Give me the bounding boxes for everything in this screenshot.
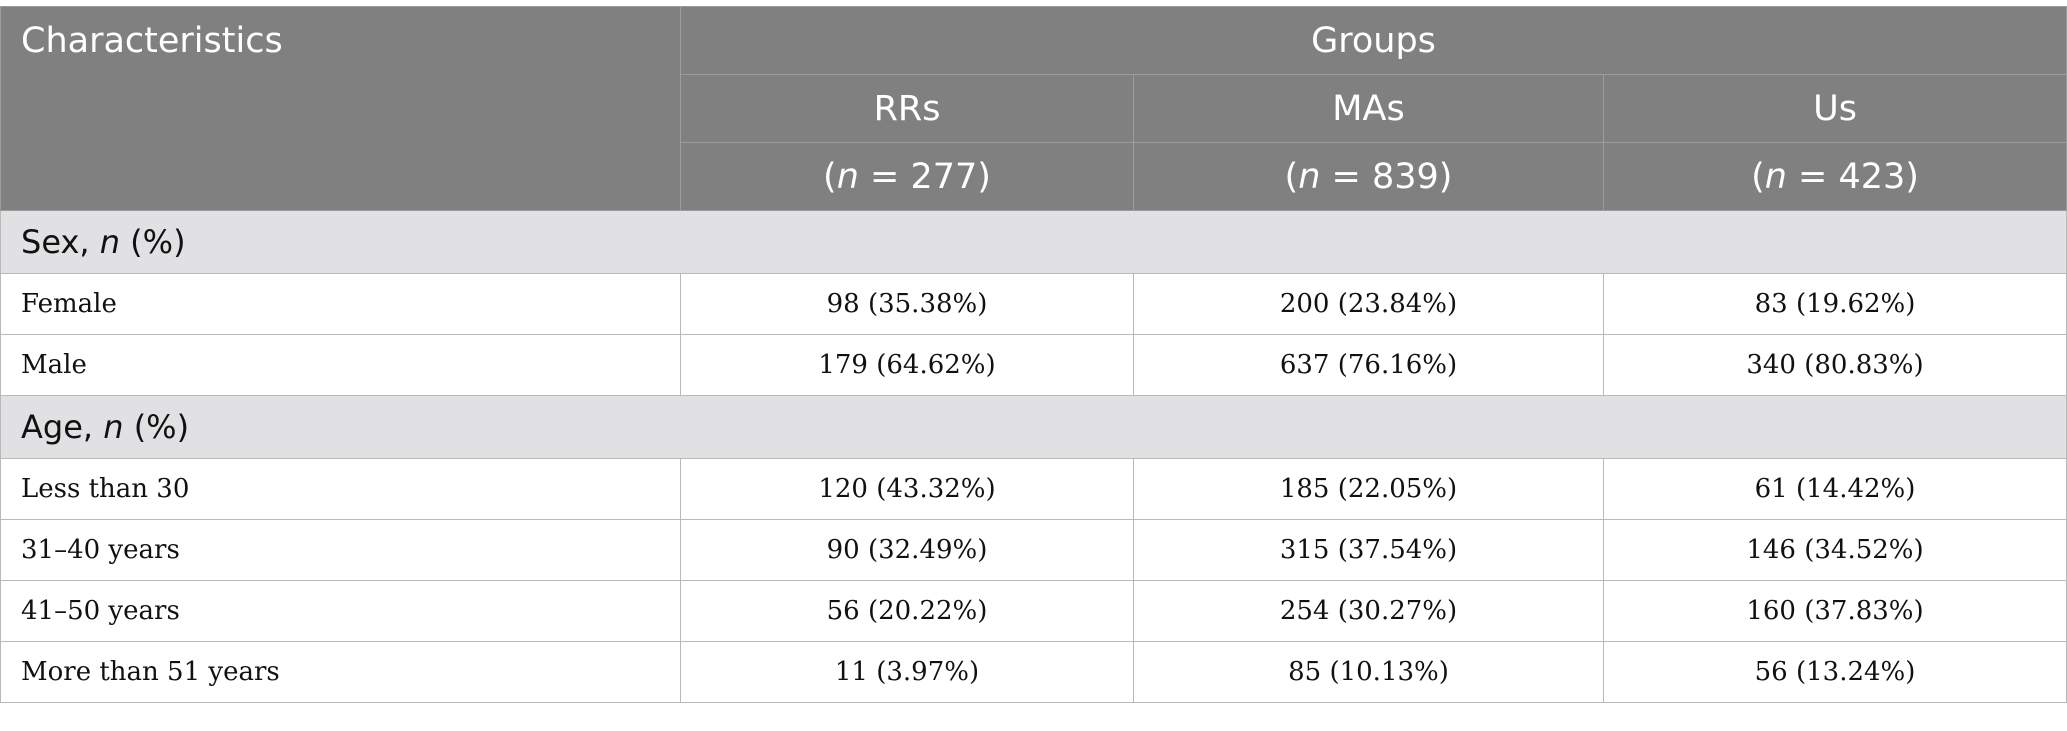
header-groups: Groups (679, 6, 2067, 75)
cell-mas: 85 (10.13%) (1133, 641, 1604, 703)
cell-mas: 200 (23.84%) (1133, 273, 1604, 335)
section-title-sex: Sex, n (%) (0, 210, 2067, 274)
cell-mas: 254 (30.27%) (1133, 580, 1604, 642)
header-row-groups: Characteristics Groups (0, 6, 2067, 211)
header-characteristics: Characteristics (0, 6, 681, 211)
cell-us: 160 (37.83%) (1602, 580, 2067, 642)
row-label: More than 51 years (0, 641, 681, 703)
row-label: Female (0, 273, 681, 335)
cell-rrs: 56 (20.22%) (680, 580, 1134, 642)
header-row-group-sizes: (n = 277) (n = 839) (n = 423) (1, 142, 2067, 211)
cell-mas: 185 (22.05%) (1133, 458, 1604, 520)
header-group-rrs: RRs (680, 74, 1134, 143)
header-n-mas: (n = 839) (1133, 142, 1604, 211)
table-row: Less than 30 120 (43.32%) 185 (22.05%) 6… (0, 458, 2067, 520)
header-n-us: (n = 423) (1602, 142, 2067, 211)
cell-us: 56 (13.24%) (1602, 641, 2067, 703)
table-row: 31–40 years 90 (32.49%) 315 (37.54%) 146… (0, 519, 2067, 581)
header-n-rrs: (n = 277) (680, 142, 1134, 211)
row-label: 41–50 years (0, 580, 681, 642)
cell-us: 146 (34.52%) (1602, 519, 2067, 581)
header-group-us: Us (1602, 74, 2067, 143)
cell-rrs: 120 (43.32%) (680, 458, 1134, 520)
cell-mas: 637 (76.16%) (1133, 334, 1604, 396)
cell-us: 61 (14.42%) (1602, 458, 2067, 520)
cell-us: 83 (19.62%) (1602, 273, 2067, 335)
row-label: Less than 30 (0, 458, 681, 520)
cell-us: 340 (80.83%) (1602, 334, 2067, 396)
section-title-age: Age, n (%) (0, 395, 2067, 459)
header-group-mas: MAs (1133, 74, 1604, 143)
cell-rrs: 90 (32.49%) (680, 519, 1134, 581)
header-row-group-names: RRs MAs Us (1, 74, 2067, 143)
section-row-age: Age, n (%) (0, 395, 2067, 459)
cell-rrs: 98 (35.38%) (680, 273, 1134, 335)
row-label: 31–40 years (0, 519, 681, 581)
table-row: More than 51 years 11 (3.97%) 85 (10.13%… (0, 641, 2067, 703)
table-row: 41–50 years 56 (20.22%) 254 (30.27%) 160… (0, 580, 2067, 642)
table-row: Male 179 (64.62%) 637 (76.16%) 340 (80.8… (0, 334, 2067, 396)
section-row-sex: Sex, n (%) (0, 210, 2067, 274)
cell-rrs: 179 (64.62%) (680, 334, 1134, 396)
cell-mas: 315 (37.54%) (1133, 519, 1604, 581)
characteristics-table-container: Characteristics Groups RRs MAs Us (n = 2… (0, 6, 2067, 703)
row-label: Male (0, 334, 681, 396)
table-row: Female 98 (35.38%) 200 (23.84%) 83 (19.6… (0, 273, 2067, 335)
characteristics-table: Characteristics Groups RRs MAs Us (n = 2… (0, 6, 2067, 703)
cell-rrs: 11 (3.97%) (680, 641, 1134, 703)
